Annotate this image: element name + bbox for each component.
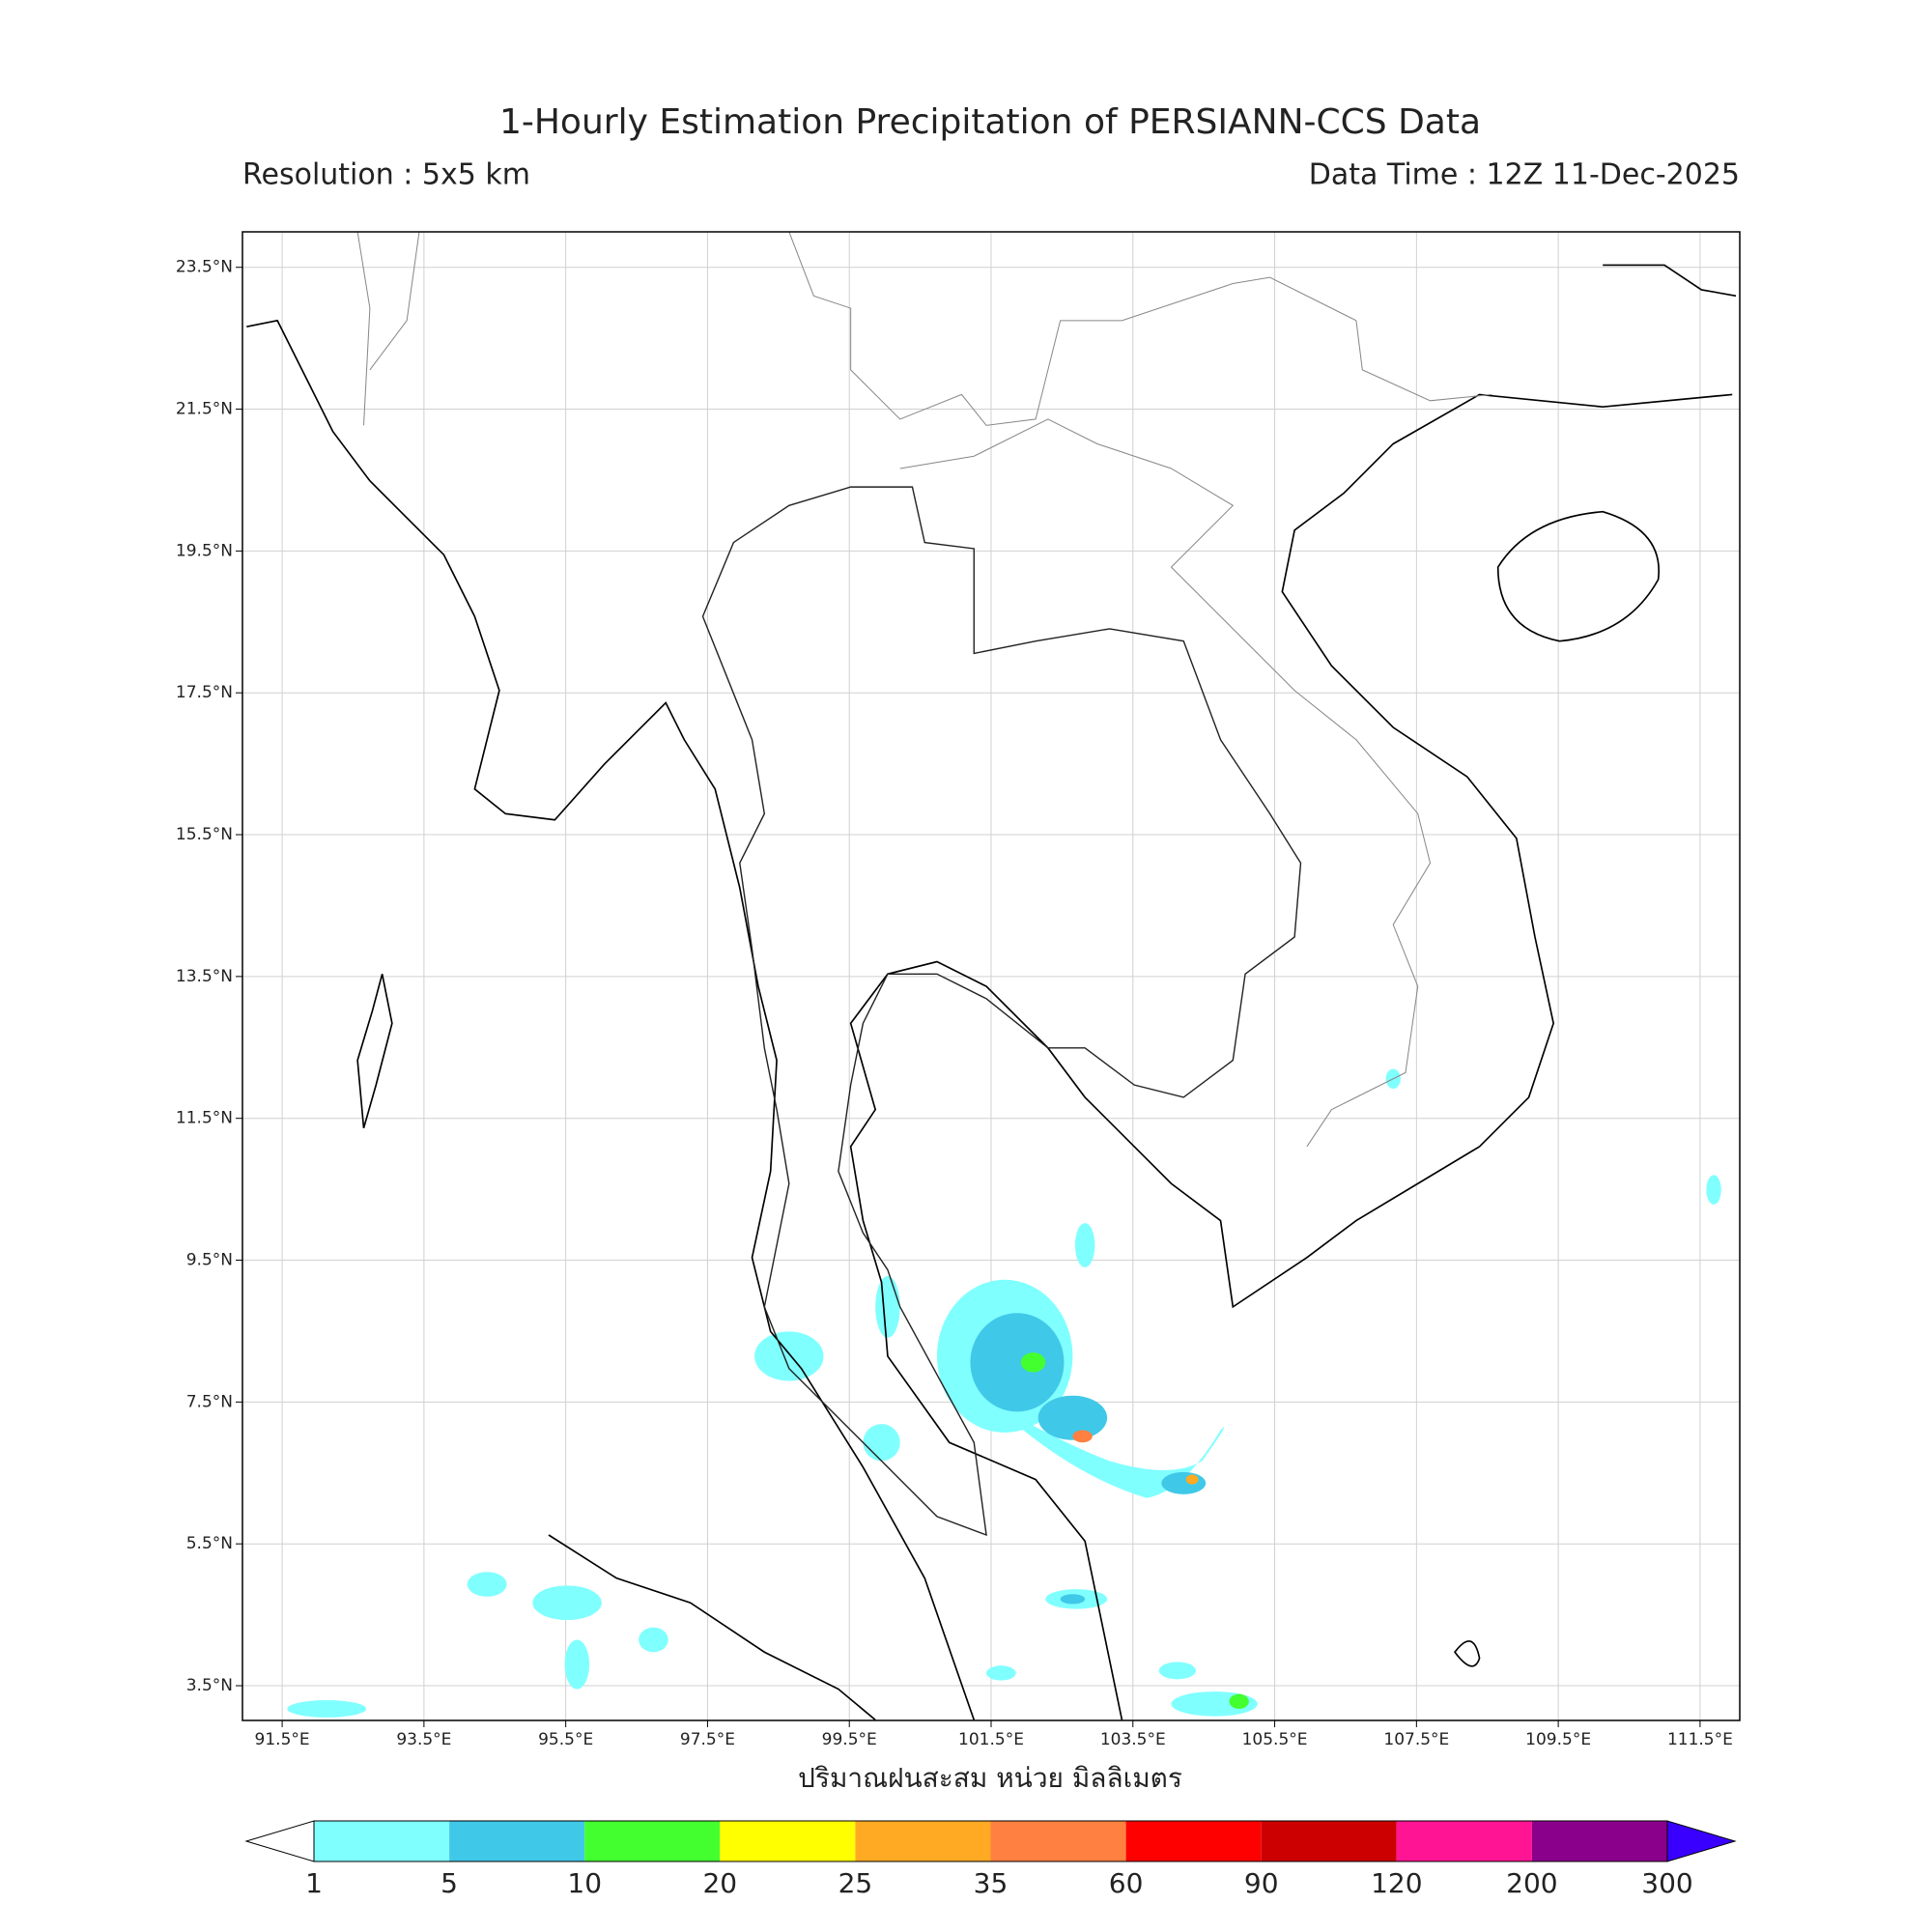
colorbar-under (244, 1820, 315, 1862)
colorbar-box (314, 1821, 450, 1861)
data-time: Data Time : 12Z 11-Dec-2025 (1309, 158, 1740, 192)
colorbar-box (720, 1821, 856, 1861)
colorbar-level: 25 (838, 1867, 873, 1899)
colorbar-box (990, 1821, 1126, 1861)
colorbar-level: 35 (974, 1867, 1009, 1899)
colorbar-box (1396, 1821, 1532, 1861)
lat-tick-label: 21.5°N (176, 400, 233, 419)
resolution: Resolution : 5x5 km (242, 158, 530, 192)
colorbar-level: 60 (1109, 1867, 1144, 1899)
lon-tick-label: 109.5°E (1525, 1730, 1591, 1749)
colorbar-level: 10 (567, 1867, 602, 1899)
lat-tick-label: 7.5°N (186, 1392, 233, 1411)
lat-tick-label: 19.5°N (176, 541, 233, 560)
lat-tick-label: 11.5°N (176, 1109, 233, 1128)
lon-tick-label: 107.5°E (1383, 1730, 1449, 1749)
colorbar-level: 1 (305, 1867, 323, 1899)
colorbar-box (1261, 1821, 1397, 1861)
colorbar-level: 200 (1506, 1867, 1557, 1899)
lon-tick-label: 105.5°E (1242, 1730, 1308, 1749)
lon-tick-label: 103.5°E (1100, 1730, 1166, 1749)
lon-tick-label: 97.5°E (680, 1730, 735, 1749)
lat-tick-label: 5.5°N (186, 1534, 233, 1553)
title: 1-Hourly Estimation Precipitation of PER… (499, 102, 1481, 142)
lat-tick-label: 3.5°N (186, 1676, 233, 1695)
colorbar-box (855, 1821, 991, 1861)
lon-tick-label: 95.5°E (538, 1730, 593, 1749)
colorbar-outline (313, 1820, 1668, 1862)
colorbar-level: 120 (1371, 1867, 1422, 1899)
lat-tick-label: 9.5°N (186, 1251, 233, 1270)
lat-tick-label: 13.5°N (176, 967, 233, 986)
lon-tick-label: 101.5°E (958, 1730, 1024, 1749)
colorbar-box (449, 1821, 585, 1861)
lat-tick-label: 23.5°N (176, 258, 233, 277)
colorbar-box (1125, 1821, 1262, 1861)
colorbar-level: 5 (440, 1867, 458, 1899)
rain-areas (287, 1068, 1721, 1718)
colorbar-box (584, 1821, 721, 1861)
lon-tick-label: 111.5°E (1667, 1730, 1733, 1749)
grid (242, 232, 1740, 1720)
lon-tick-label: 93.5°E (396, 1730, 451, 1749)
colorbar-level: 300 (1641, 1867, 1692, 1899)
lat-tick-label: 17.5°N (176, 683, 233, 702)
basemap (246, 231, 1737, 1721)
colorbar-over (1666, 1820, 1737, 1862)
lon-tick-label: 91.5°E (255, 1730, 310, 1749)
lat-tick-label: 15.5°N (176, 825, 233, 844)
colorbar-box (1531, 1821, 1667, 1861)
colorbar-level: 90 (1244, 1867, 1279, 1899)
lon-tick-label: 99.5°E (822, 1730, 877, 1749)
colorbar-label: ปริมาณฝนสะสม หน่วย มิลลิเมตร (798, 1762, 1182, 1794)
colorbar: 1 5 10 20 25 35 60 90 120 200 300 (244, 1820, 1737, 1899)
colorbar-level: 20 (702, 1867, 737, 1899)
